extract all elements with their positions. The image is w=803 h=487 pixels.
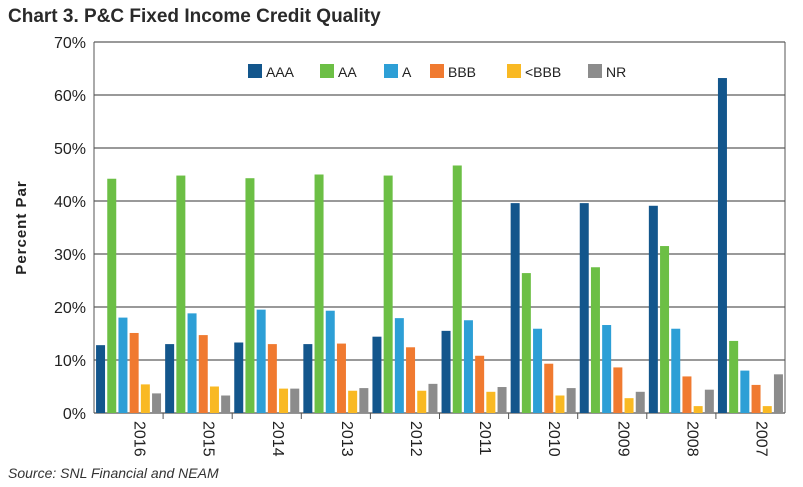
y-tick-label: 40% bbox=[54, 194, 86, 211]
bar bbox=[96, 345, 106, 413]
bar bbox=[544, 363, 554, 413]
bar bbox=[267, 344, 277, 413]
bar bbox=[648, 205, 658, 413]
legend-label: A bbox=[402, 64, 412, 80]
bar bbox=[406, 347, 416, 413]
bar bbox=[613, 367, 623, 413]
bar bbox=[187, 313, 197, 413]
bar bbox=[118, 317, 128, 413]
bar bbox=[717, 78, 727, 413]
bar bbox=[129, 332, 139, 413]
y-tick-label: 10% bbox=[54, 353, 86, 370]
y-tick-label: 60% bbox=[54, 88, 86, 105]
legend-swatch bbox=[588, 64, 602, 78]
legend-swatch bbox=[507, 64, 521, 78]
legend-label: AA bbox=[338, 64, 357, 80]
source-note: Source: SNL Financial and NEAM bbox=[8, 465, 219, 481]
bar bbox=[290, 388, 300, 413]
x-tick-label: 2013 bbox=[338, 421, 355, 457]
x-tick-label: 2010 bbox=[545, 421, 562, 457]
bar bbox=[602, 325, 612, 413]
legend-label: <BBB bbox=[525, 64, 561, 80]
bar bbox=[140, 384, 150, 413]
chart-title: Chart 3. P&C Fixed Income Credit Quality bbox=[8, 6, 381, 27]
bar bbox=[372, 336, 382, 413]
x-tick-label: 2015 bbox=[200, 421, 217, 457]
legend-swatch bbox=[248, 64, 262, 78]
bar bbox=[394, 318, 404, 413]
bar bbox=[209, 386, 219, 413]
bar bbox=[198, 335, 208, 413]
bar bbox=[740, 370, 750, 413]
bar bbox=[428, 383, 438, 413]
bar bbox=[325, 310, 335, 413]
legend-swatch bbox=[384, 64, 398, 78]
bar bbox=[533, 328, 543, 413]
x-tick-label: 2007 bbox=[752, 421, 769, 457]
legend-label: BBB bbox=[448, 64, 476, 80]
bar bbox=[176, 175, 186, 413]
bar bbox=[751, 384, 761, 413]
bar bbox=[521, 273, 531, 413]
x-tick-label: 2014 bbox=[269, 421, 286, 457]
y-tick-label: 30% bbox=[54, 247, 86, 264]
bar bbox=[729, 340, 739, 413]
bar bbox=[452, 165, 462, 413]
x-tick-label: 2011 bbox=[476, 421, 493, 456]
x-tick-label: 2016 bbox=[131, 421, 148, 457]
y-tick-label: 70% bbox=[54, 35, 86, 52]
bar bbox=[234, 342, 244, 413]
bar bbox=[693, 406, 703, 413]
bar bbox=[221, 395, 231, 413]
bar bbox=[704, 389, 714, 413]
bar bbox=[486, 391, 496, 413]
bar bbox=[555, 395, 565, 413]
bar bbox=[510, 203, 520, 413]
x-tick-label: 2008 bbox=[683, 421, 700, 457]
bar bbox=[336, 343, 346, 413]
bar bbox=[475, 355, 485, 413]
bar bbox=[348, 390, 358, 413]
bar bbox=[682, 376, 692, 413]
bar bbox=[579, 203, 589, 413]
bar bbox=[497, 387, 507, 413]
bar bbox=[635, 391, 645, 413]
bar bbox=[256, 309, 266, 413]
y-tick-label: 50% bbox=[54, 141, 86, 158]
bar bbox=[463, 320, 473, 413]
bar bbox=[624, 398, 634, 413]
bar bbox=[660, 246, 670, 413]
bar bbox=[441, 330, 451, 413]
y-tick-label: 20% bbox=[54, 300, 86, 317]
y-axis-label: Percent Par bbox=[13, 180, 30, 274]
bar bbox=[314, 174, 324, 413]
legend-swatch bbox=[320, 64, 334, 78]
bar bbox=[417, 390, 427, 413]
bar bbox=[762, 406, 772, 413]
legend-label: NR bbox=[606, 64, 626, 80]
bar bbox=[279, 388, 289, 413]
legend-label: AAA bbox=[266, 64, 295, 80]
bar bbox=[359, 388, 369, 413]
bar bbox=[773, 374, 783, 413]
bar bbox=[590, 267, 600, 413]
legend-swatch bbox=[430, 64, 444, 78]
bar bbox=[383, 175, 393, 413]
bar bbox=[107, 178, 117, 413]
bar bbox=[671, 328, 681, 413]
bar bbox=[245, 178, 255, 413]
x-tick-label: 2012 bbox=[407, 421, 424, 457]
bar bbox=[165, 344, 175, 413]
y-tick-label: 0% bbox=[63, 406, 86, 423]
bar bbox=[566, 388, 576, 413]
bar bbox=[303, 344, 313, 413]
bar bbox=[152, 393, 162, 413]
x-tick-label: 2009 bbox=[614, 421, 631, 457]
